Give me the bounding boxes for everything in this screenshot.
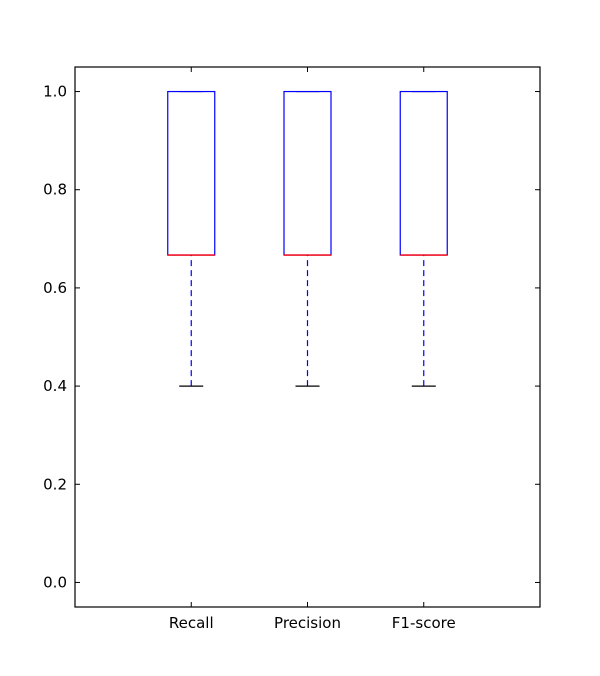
x-tick-label: F1-score xyxy=(392,614,456,632)
x-tick-label: Recall xyxy=(169,614,214,632)
y-tick-label: 0.2 xyxy=(43,475,67,493)
box-f1-score xyxy=(399,90,448,387)
y-axis: 0.0 0.2 0.4 0.6 0.8 1.0 xyxy=(43,83,540,591)
axes-frame xyxy=(74,66,541,608)
y-tick-label: 1.0 xyxy=(43,83,67,101)
y-tick-label: 0.0 xyxy=(43,573,67,591)
y-tick-label: 0.6 xyxy=(43,279,67,297)
plot-area xyxy=(75,67,540,607)
box-precision xyxy=(283,90,332,387)
y-tick-label: 0.4 xyxy=(43,377,67,395)
box-recall xyxy=(167,90,216,387)
x-tick-label: Precision xyxy=(274,614,341,632)
y-tick-label: 0.8 xyxy=(43,181,67,199)
x-axis: Recall Precision F1-score xyxy=(169,67,456,632)
boxes-group xyxy=(167,90,448,387)
